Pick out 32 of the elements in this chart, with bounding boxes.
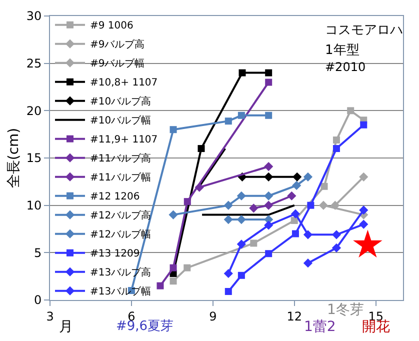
text: 開花 — [362, 319, 390, 335]
text: 月 — [59, 319, 73, 335]
legend-label: #11バルブ高 — [90, 152, 152, 165]
legend-label: #10バルブ幅 — [90, 114, 152, 127]
legend-label: #9バルブ幅 — [90, 58, 145, 70]
y-tick-label: 0 — [34, 293, 42, 308]
legend-label: #10,8+ 1107 — [90, 78, 158, 89]
x-tick-label: 3 — [46, 309, 54, 324]
annotation: #2010 — [325, 60, 366, 74]
legend-label: #11,9+ 1107 — [90, 134, 158, 146]
text: #9,6夏芽 — [116, 319, 174, 334]
legend-label: #13 1209 — [90, 248, 140, 260]
legend-label: #12バルブ高 — [90, 210, 152, 222]
y-tick-label: 5 — [34, 246, 42, 260]
y-tick-label: 15 — [26, 151, 42, 166]
x-tick-label: 9 — [209, 309, 217, 324]
legend-label: #12 1206 — [90, 192, 140, 203]
y-axis-title: 全長(cm) — [6, 128, 22, 188]
legend-label: #13バルブ幅 — [90, 286, 152, 298]
y-tick-label: 10 — [26, 198, 42, 213]
annotation: 1年型 — [325, 43, 360, 58]
y-tick-label: 30 — [26, 9, 42, 24]
legend-label: #9 1006 — [90, 20, 134, 32]
text: 1蕾2 — [304, 319, 336, 335]
legend-label: #9バルブ高 — [90, 38, 145, 51]
legend-label: #11バルブ幅 — [90, 172, 152, 184]
y-tick-label: 25 — [26, 56, 42, 71]
text: 1冬芽 — [327, 302, 364, 318]
legend-label: #10バルブ高 — [90, 96, 152, 108]
annotation: コスモアロハ — [325, 23, 403, 38]
x-tick-label: 12 — [286, 309, 302, 324]
y-tick-label: 20 — [26, 104, 42, 118]
